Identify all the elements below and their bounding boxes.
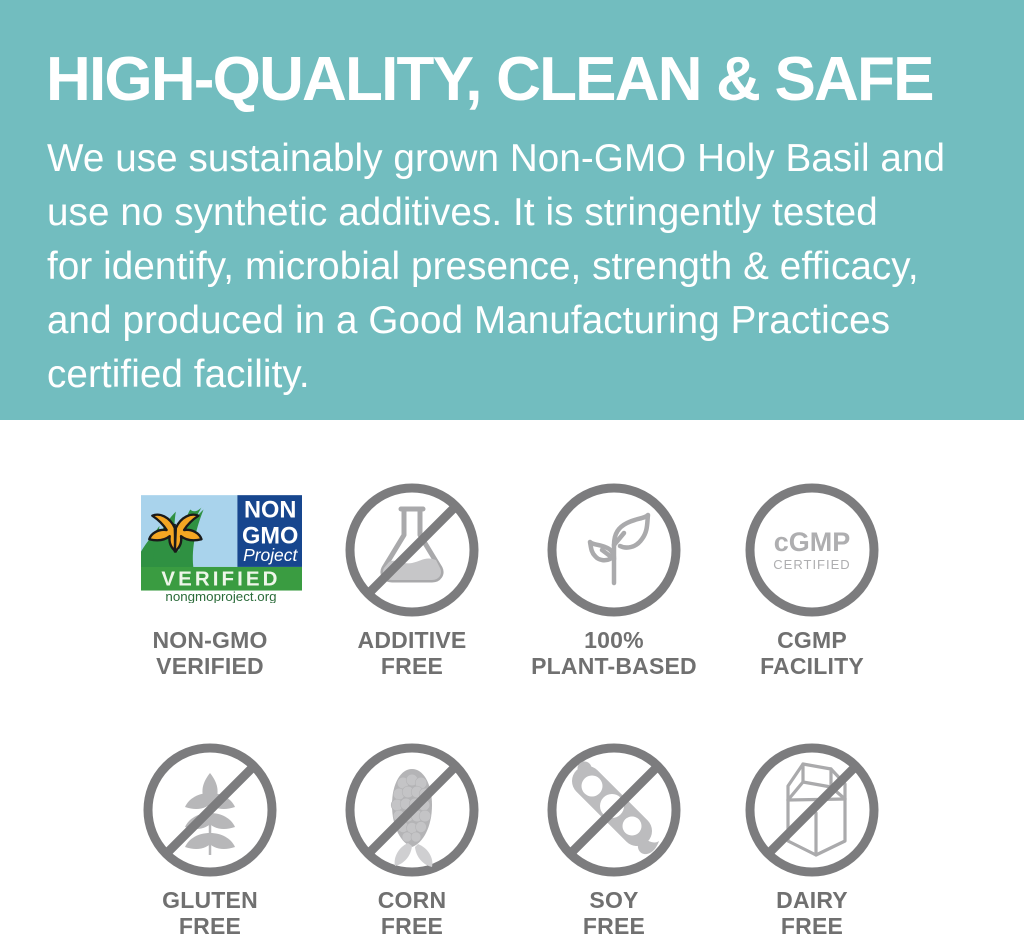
svg-text:CERTIFIED: CERTIFIED <box>773 557 850 572</box>
svg-text:VERIFIED: VERIFIED <box>161 567 280 590</box>
svg-text:Project: Project <box>243 545 298 565</box>
svg-text:nongmoproject.org: nongmoproject.org <box>165 589 276 603</box>
svg-text:cGMP: cGMP <box>774 527 851 557</box>
svg-text:NON: NON <box>244 497 296 523</box>
